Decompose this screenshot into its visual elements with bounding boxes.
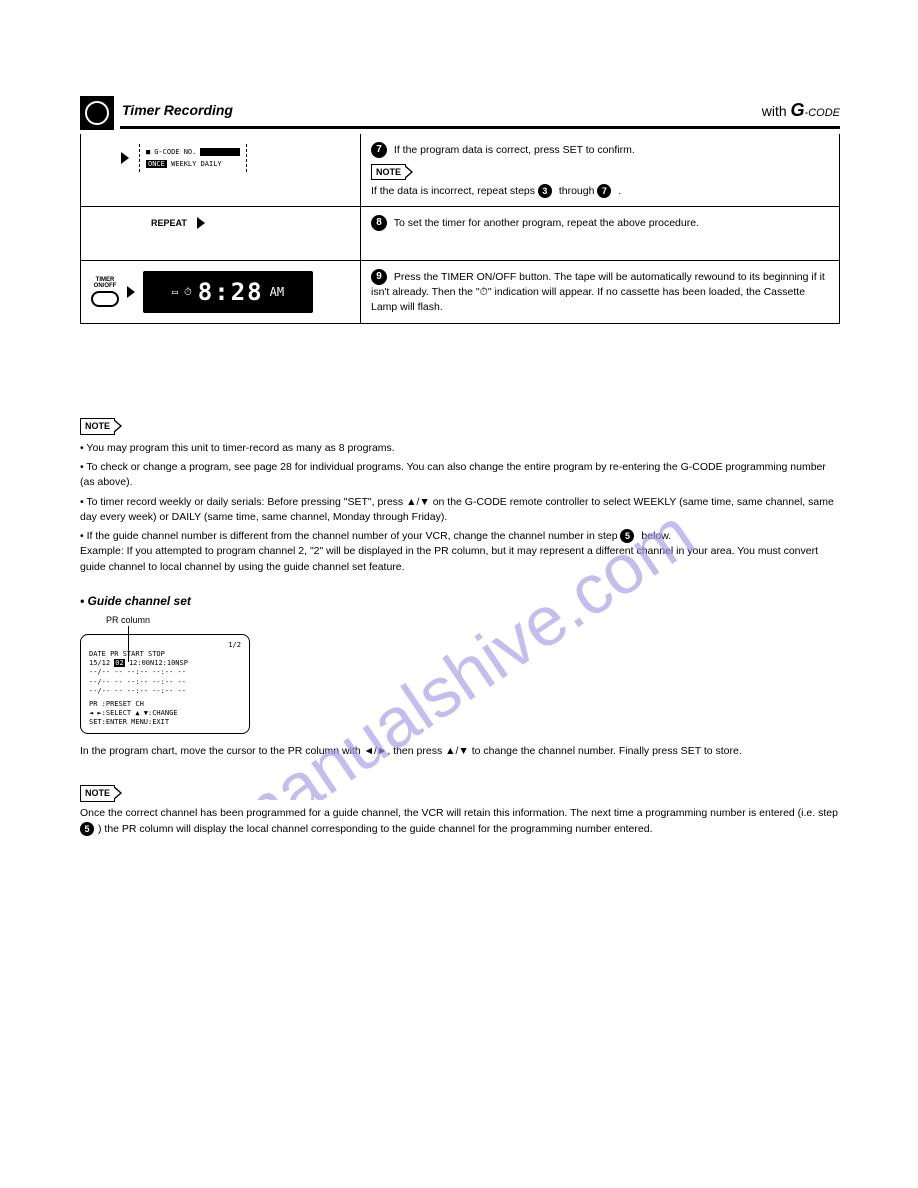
lcd-display: ▭ ⏱ 8:28 AM xyxy=(143,271,313,313)
step-ref: 5 xyxy=(620,529,634,543)
step-illustration: TIMER ON/OFF ▭ ⏱ 8:28 AM xyxy=(81,261,361,323)
header: Timer Recording with G-CODE xyxy=(80,100,840,130)
steps-table: ■G-CODE NO. ONCE WEEKLY DAILY 7 If the p… xyxy=(80,134,840,324)
header-rule xyxy=(120,126,840,129)
step-ref: 3 xyxy=(538,184,552,198)
guide-header: • Guide channel set xyxy=(80,593,840,610)
program-chart: 1/2 DATE PR START STOP 15/12 02 12:00N12… xyxy=(80,634,250,734)
timer-button: TIMER ON/OFF xyxy=(91,277,119,307)
arrow-right-icon xyxy=(121,152,129,164)
notes-section: NOTE • You may program this unit to time… xyxy=(80,400,840,837)
clock-icon xyxy=(80,96,114,130)
table-row: ■G-CODE NO. ONCE WEEKLY DAILY 7 If the p… xyxy=(81,134,839,207)
note-tag: NOTE xyxy=(80,785,115,802)
step-text: 7 If the program data is correct, press … xyxy=(361,134,839,207)
table-row: REPEAT 8 To set the timer for another pr… xyxy=(81,207,839,261)
guide-steps-text: In the program chart, move the cursor to… xyxy=(80,744,840,759)
table-row: TIMER ON/OFF ▭ ⏱ 8:28 AM 9 Press the TIM… xyxy=(81,261,839,323)
step-text: 8 To set the timer for another program, … xyxy=(361,207,839,261)
osd-display: ■G-CODE NO. ONCE WEEKLY DAILY xyxy=(139,144,247,172)
clock-glyph-icon: ⏱ xyxy=(480,286,488,298)
step-number: 8 xyxy=(371,215,387,231)
step-illustration: REPEAT xyxy=(81,207,361,261)
note-bullet: • You may program this unit to timer-rec… xyxy=(80,441,840,456)
step-number: 9 xyxy=(371,269,387,285)
page-title: Timer Recording xyxy=(122,102,233,118)
step-number: 7 xyxy=(371,142,387,158)
step-ref: 7 xyxy=(597,184,611,198)
note-tag: NOTE xyxy=(371,164,406,180)
note-bullet: • To check or change a program, see page… xyxy=(80,460,840,490)
pointer-line xyxy=(128,626,129,662)
arrow-right-icon xyxy=(127,286,135,298)
note-bullet: • To timer record weekly or daily serial… xyxy=(80,495,840,525)
arrow-right-icon xyxy=(197,217,205,229)
note-tag: NOTE xyxy=(80,418,115,435)
step-ref: 5 xyxy=(80,822,94,836)
step-illustration: ■G-CODE NO. ONCE WEEKLY DAILY xyxy=(81,134,361,207)
gcode-brand: with G-CODE xyxy=(762,100,840,121)
step-text: 9 Press the TIMER ON/OFF button. The tap… xyxy=(361,261,839,323)
note-body: Once the correct channel has been progra… xyxy=(80,806,840,836)
note-bullet: • If the guide channel number is differe… xyxy=(80,529,840,575)
